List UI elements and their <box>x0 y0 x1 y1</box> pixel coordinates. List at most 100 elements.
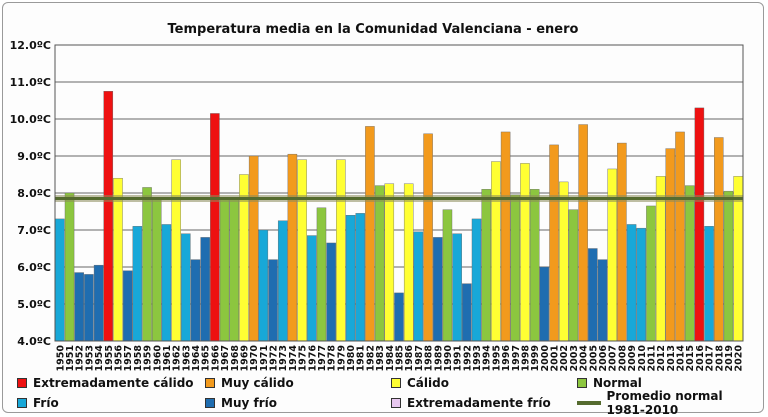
x-tick-label: 1977 <box>317 345 328 371</box>
bar-2003 <box>568 209 579 342</box>
x-tick-label: 2016 <box>695 345 706 372</box>
x-tick-label: 1990 <box>443 345 454 372</box>
bar-1966 <box>210 113 220 342</box>
x-tick-label: 1957 <box>123 345 134 371</box>
bar-1988 <box>423 133 433 342</box>
bar-1955 <box>103 91 114 342</box>
y-tick-label: 11.0ºC <box>10 76 51 89</box>
legend-line-swatch <box>577 401 601 405</box>
bar-1974 <box>287 153 298 342</box>
bar-1984 <box>384 183 395 342</box>
y-tick-label: 12.0ºC <box>10 39 51 52</box>
x-tick-label: 2005 <box>588 345 599 371</box>
x-tick-label: 2020 <box>734 345 745 372</box>
bar-1950 <box>55 218 65 342</box>
x-tick-label: 1960 <box>152 345 163 372</box>
x-tick-label: 2008 <box>617 345 628 372</box>
x-tick-label: 1967 <box>220 345 231 371</box>
bar-1960 <box>151 198 162 342</box>
legend-item-calido: Cálido <box>391 374 449 392</box>
y-tick-label: 8.0ºC <box>17 187 51 200</box>
bar-1975 <box>297 159 307 342</box>
bar-1981 <box>355 213 365 342</box>
x-tick-label: 1972 <box>269 345 280 371</box>
bar-1987 <box>413 231 424 342</box>
x-tick-label: 1989 <box>433 345 444 371</box>
x-tick-label: 1995 <box>491 345 502 371</box>
x-tick-label: 1963 <box>181 345 192 371</box>
bar-1956 <box>113 177 123 342</box>
bar-1978 <box>326 242 336 342</box>
legend-swatch <box>391 398 401 408</box>
bar-1957 <box>122 270 133 342</box>
x-tick-label: 1970 <box>249 345 260 372</box>
legend-swatch <box>205 378 215 388</box>
x-tick-label: 2010 <box>637 345 648 372</box>
x-tick-label: 2018 <box>714 345 725 372</box>
bar-1973 <box>277 220 288 342</box>
bar-2013 <box>665 148 676 342</box>
x-tick-label: 2017 <box>705 345 716 371</box>
bar-1954 <box>93 264 104 342</box>
x-tick-label: 1974 <box>288 345 299 372</box>
x-tick-label: 1986 <box>404 345 415 372</box>
x-tick-label: 1988 <box>424 345 435 372</box>
x-tick-label: 1982 <box>365 345 376 371</box>
bar-2008 <box>617 142 627 342</box>
x-tick-label: 1993 <box>472 345 483 371</box>
legend-item-ext-frio: Extremadamente frío <box>391 394 551 412</box>
legend-label: Promedio normal 1981-2010 <box>606 389 723 417</box>
bars <box>55 91 743 342</box>
x-tick-label: 1983 <box>375 345 386 371</box>
x-tick-label: 2019 <box>724 345 735 371</box>
x-tick-label: 1996 <box>501 345 512 372</box>
bar-1995 <box>491 161 501 342</box>
bar-1997 <box>510 194 521 342</box>
bar-1996 <box>500 131 511 342</box>
x-tick-label: 1954 <box>94 345 105 372</box>
x-tick-label: 2014 <box>676 345 687 372</box>
bar-1989 <box>433 237 443 342</box>
x-tick-label: 1992 <box>462 345 473 371</box>
bar-2004 <box>578 124 588 342</box>
legend-label: Extremadamente cálido <box>33 376 194 390</box>
bar-1968 <box>229 198 240 342</box>
bar-1961 <box>161 224 172 342</box>
bar-1982 <box>365 126 375 342</box>
y-tick-label: 4.0ºC <box>17 335 51 348</box>
y-tick-label: 6.0ºC <box>17 261 51 274</box>
bar-1992 <box>462 283 472 342</box>
bar-2000 <box>539 266 550 342</box>
bar-2001 <box>549 144 559 342</box>
x-tick-label: 1952 <box>75 345 86 371</box>
temperature-bar-chart: Temperatura media en la Comunidad Valenc… <box>10 22 745 372</box>
bar-1967 <box>219 198 230 342</box>
x-tick-label: 1979 <box>336 345 347 371</box>
bar-1953 <box>84 274 94 342</box>
legend-label: Frío <box>33 396 59 410</box>
legend-label: Normal <box>593 376 642 390</box>
legend-swatch <box>577 378 587 388</box>
legend-item-frio: Frío <box>17 394 59 412</box>
x-tick-label: 1981 <box>356 345 367 371</box>
bar-2016 <box>694 107 705 342</box>
legend-label: Muy frío <box>221 396 277 410</box>
bar-1998 <box>520 163 530 342</box>
legend-item-muy-frio: Muy frío <box>205 394 277 412</box>
y-tick-label: 10.0ºC <box>10 113 51 126</box>
x-tick-label: 2003 <box>569 345 580 371</box>
x-tick-label: 1984 <box>385 345 396 372</box>
y-tick-label: 7.0ºC <box>17 224 51 237</box>
x-tick-label: 1973 <box>278 345 289 371</box>
bar-1958 <box>132 226 143 342</box>
bar-1979 <box>336 159 346 342</box>
bar-1993 <box>471 218 482 342</box>
bar-2017 <box>704 226 714 342</box>
bar-2005 <box>588 248 598 342</box>
bar-1951 <box>64 192 75 342</box>
x-tick-label: 2012 <box>656 345 667 371</box>
bar-1986 <box>403 183 414 342</box>
x-tick-label: 1978 <box>327 345 338 372</box>
bar-1999 <box>529 189 540 342</box>
